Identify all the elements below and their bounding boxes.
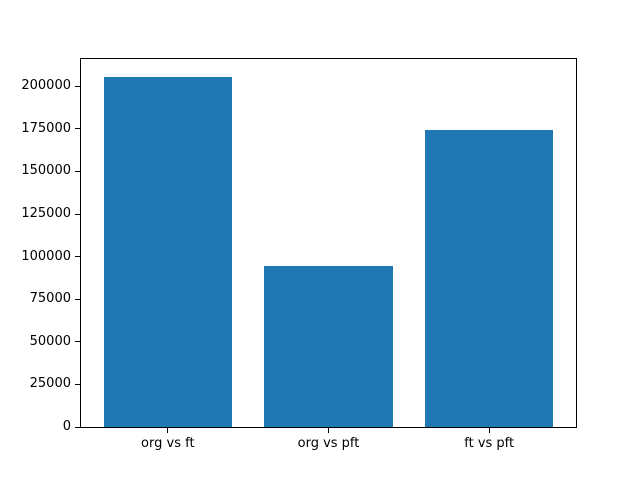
bar-org-vs-pft — [264, 265, 393, 427]
y-tick-mark — [75, 298, 80, 300]
y-tick-label: 75000 — [29, 291, 71, 307]
y-tick-mark — [75, 426, 80, 428]
x-tick-mark — [167, 428, 169, 433]
bar-org-vs-ft — [103, 76, 233, 427]
y-tick-mark — [75, 256, 80, 258]
y-tick-label: 150000 — [21, 163, 71, 179]
y-tick-label: 0 — [62, 419, 71, 434]
x-tick-label: ft vs pft — [464, 436, 515, 451]
x-tick-label: org vs pft — [297, 436, 360, 451]
y-tick-mark — [75, 85, 80, 87]
y-tick-label: 175000 — [21, 120, 71, 136]
y-tick-label: 125000 — [21, 206, 71, 221]
y-tick-mark — [75, 213, 80, 215]
bar-ft-vs-pft — [424, 130, 554, 427]
plot-area — [80, 58, 577, 428]
y-tick-label: 50000 — [29, 333, 71, 349]
y-tick-label: 200000 — [21, 78, 71, 94]
x-tick-label: org vs ft — [141, 436, 195, 451]
y-tick-label: 25000 — [29, 376, 71, 392]
y-tick-mark — [75, 170, 80, 172]
x-tick-mark — [328, 428, 329, 433]
y-tick-label: 100000 — [21, 248, 71, 264]
y-tick-mark — [75, 128, 80, 130]
y-tick-mark — [75, 341, 80, 343]
x-tick-mark — [488, 428, 490, 433]
y-tick-mark — [75, 383, 80, 385]
